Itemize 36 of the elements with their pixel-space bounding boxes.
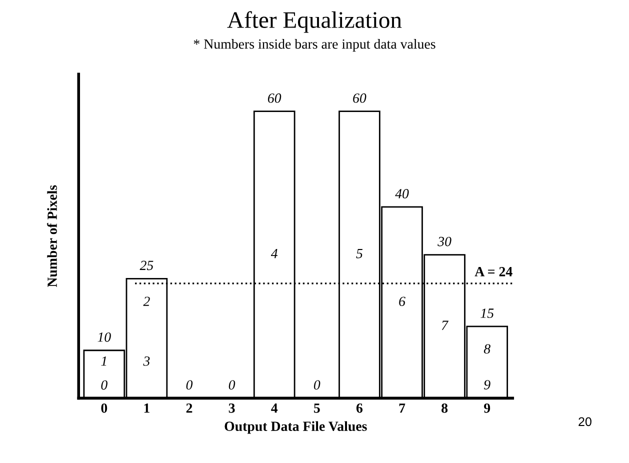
data-label: 25 [140,260,154,270]
annotation: 0 [101,380,108,390]
x-tick-label: 2 [186,403,192,413]
annotation: 3 [143,356,150,366]
data-label: 0 [186,380,193,390]
x-tick-label: 0 [101,403,108,413]
annotation: 7 [442,320,448,330]
annotation: 4 [270,248,278,258]
x-tick-label: 4 [271,404,278,413]
x-tick-label: 5 [314,404,320,413]
data-label: 10 [98,332,111,342]
data-label: 30 [438,236,452,246]
annotation: 2 [143,296,150,306]
data-label: 60 [353,93,366,103]
x-tick-label: 1 [144,404,150,413]
ref-line-label: A = 24 [474,266,512,276]
data-label: 60 [268,93,282,103]
x-axis-title: Output Data File Values [224,421,367,434]
x-tick-label: 6 [356,403,363,413]
x-tick-label: 9 [484,403,490,413]
data-label: 40 [395,189,409,198]
x-tick-label: 8 [442,403,448,413]
y-axis-title: Number of Pixels [47,185,57,288]
annotation: 6 [399,296,406,306]
x-tick-label: 3 [228,403,235,413]
chart-subtitle: * Numbers inside bars are input data values [194,38,436,52]
data-label: 15 [480,308,494,318]
data-label: 0 [314,380,320,390]
annotation: 5 [356,249,363,258]
chart-title: After Equalization [227,11,402,33]
x-tick-label: 7 [399,404,406,413]
annotation: 1 [101,356,106,366]
text: 20 [578,417,592,426]
annotation: 8 [484,344,490,354]
annotation: 9 [484,380,490,390]
data-label: 0 [228,380,236,390]
